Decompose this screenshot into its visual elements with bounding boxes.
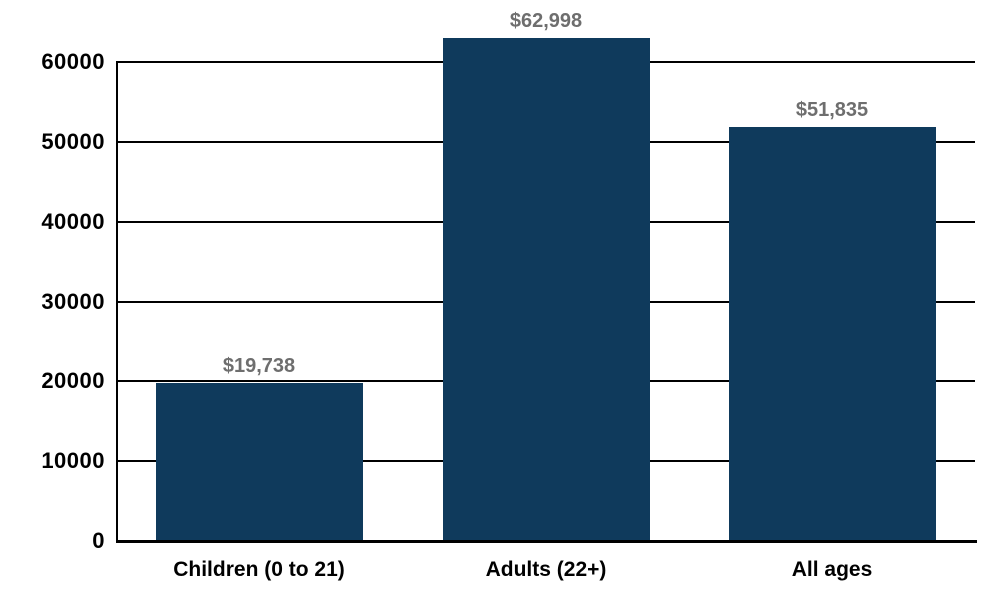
xcat-label-1: Adults (22+) (485, 558, 607, 581)
bar-0 (155, 383, 363, 541)
x-axis-line (116, 540, 977, 543)
ytick-label-20000: 20000 (41, 368, 105, 393)
ytick-label-50000: 50000 (41, 129, 105, 154)
bar-value-label-1: $62,998 (509, 10, 583, 32)
ytick-label-0: 0 (92, 528, 105, 553)
xcat-label-2: All ages (791, 558, 873, 581)
y-axis-line (116, 62, 118, 543)
xcat-label-0: Children (0 to 21) (173, 558, 345, 581)
bar-value-label-2: $51,835 (795, 99, 869, 121)
ytick-label-40000: 40000 (41, 209, 105, 234)
ytick-label-30000: 30000 (41, 289, 105, 314)
ytick-label-60000: 60000 (41, 49, 105, 74)
bar-value-label-0: $19,738 (222, 355, 296, 377)
bar-1 (442, 38, 650, 541)
ytick-label-10000: 10000 (41, 448, 105, 473)
bar-2 (728, 127, 936, 541)
